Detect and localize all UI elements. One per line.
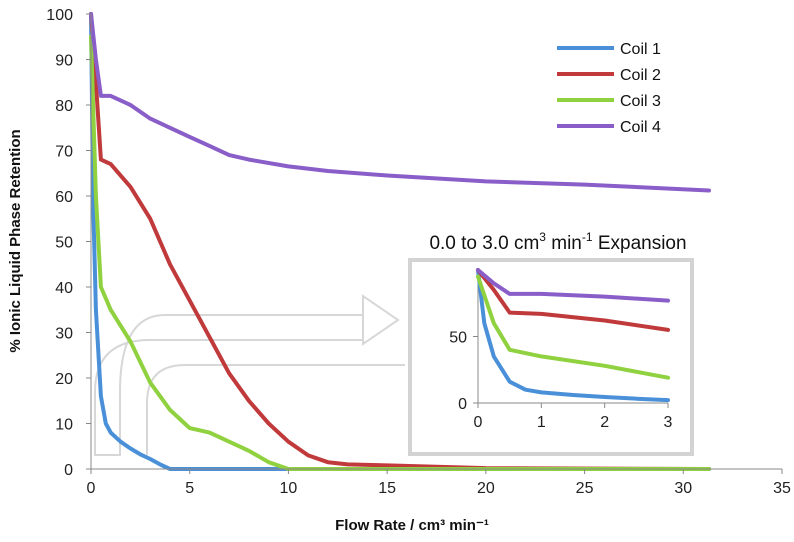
y-tick-label: 20 bbox=[55, 371, 73, 388]
inset-x-tick-label: 2 bbox=[600, 414, 609, 431]
x-tick-label: 0 bbox=[87, 480, 96, 497]
y-tick-label: 80 bbox=[55, 98, 73, 115]
expansion-arrow-inner bbox=[146, 364, 405, 455]
legend-label-coil-3: Coil 3 bbox=[620, 93, 661, 110]
inset-series-line-coil-1 bbox=[476, 268, 670, 403]
y-tick-label: 30 bbox=[55, 326, 73, 343]
inset-x-tick-label: 0 bbox=[474, 414, 483, 431]
x-tick-label: 25 bbox=[576, 480, 594, 497]
x-tick-label: 20 bbox=[477, 480, 495, 497]
inset-plot: 0 50 0 1 2 3 bbox=[449, 268, 673, 431]
y-tick-label: 100 bbox=[46, 7, 73, 24]
inset-title-main: 0.0 to 3.0 cm bbox=[429, 233, 539, 254]
inset-series-line-coil-3 bbox=[476, 274, 670, 380]
series-line-coil-4 bbox=[89, 12, 711, 193]
y-tick-label: 50 bbox=[55, 235, 73, 252]
x-tick-label: 10 bbox=[280, 480, 298, 497]
inset-series-line-coil-2 bbox=[476, 268, 670, 332]
legend: Coil 1 Coil 2 Coil 3 Coil 4 bbox=[557, 41, 661, 136]
x-tick-label: 15 bbox=[378, 480, 396, 497]
y-tick-label: 40 bbox=[55, 280, 73, 297]
y-tick-label: 0 bbox=[64, 462, 73, 479]
legend-label-coil-1: Coil 1 bbox=[620, 41, 661, 58]
x-tick-label: 5 bbox=[185, 480, 194, 497]
inset-y-tick-label: 50 bbox=[449, 330, 467, 347]
inset-title-sup1: 3 bbox=[539, 230, 546, 244]
inset-title: 0.0 to 3.0 cm3 min-1 Expansion bbox=[429, 230, 686, 254]
inset-title-mid: min bbox=[546, 233, 582, 254]
legend-label-coil-2: Coil 2 bbox=[620, 67, 661, 84]
y-tick-label: 90 bbox=[55, 53, 73, 70]
expansion-arrow-outline bbox=[94, 294, 400, 456]
y-axis-title: % Ionic Liquid Phase Retention bbox=[7, 129, 24, 352]
y-tick-label: 10 bbox=[55, 417, 73, 434]
x-axis-title: Flow Rate / cm³ min⁻¹ bbox=[335, 517, 489, 534]
legend-label-coil-4: Coil 4 bbox=[620, 119, 661, 136]
series-line-coil-2 bbox=[89, 12, 711, 471]
x-tick-label: 35 bbox=[773, 480, 791, 497]
inset-title-end: Expansion bbox=[593, 233, 687, 254]
x-tick-label: 30 bbox=[674, 480, 692, 497]
inset-series-line-coil-4 bbox=[476, 268, 670, 303]
inset-x-tick-label: 1 bbox=[537, 414, 546, 431]
inset-title-sup2: -1 bbox=[582, 230, 593, 244]
y-tick-label: 60 bbox=[55, 189, 73, 206]
inset-y-tick-label: 0 bbox=[458, 396, 467, 413]
y-tick-label: 70 bbox=[55, 144, 73, 161]
inset-x-tick-label: 3 bbox=[664, 414, 673, 431]
